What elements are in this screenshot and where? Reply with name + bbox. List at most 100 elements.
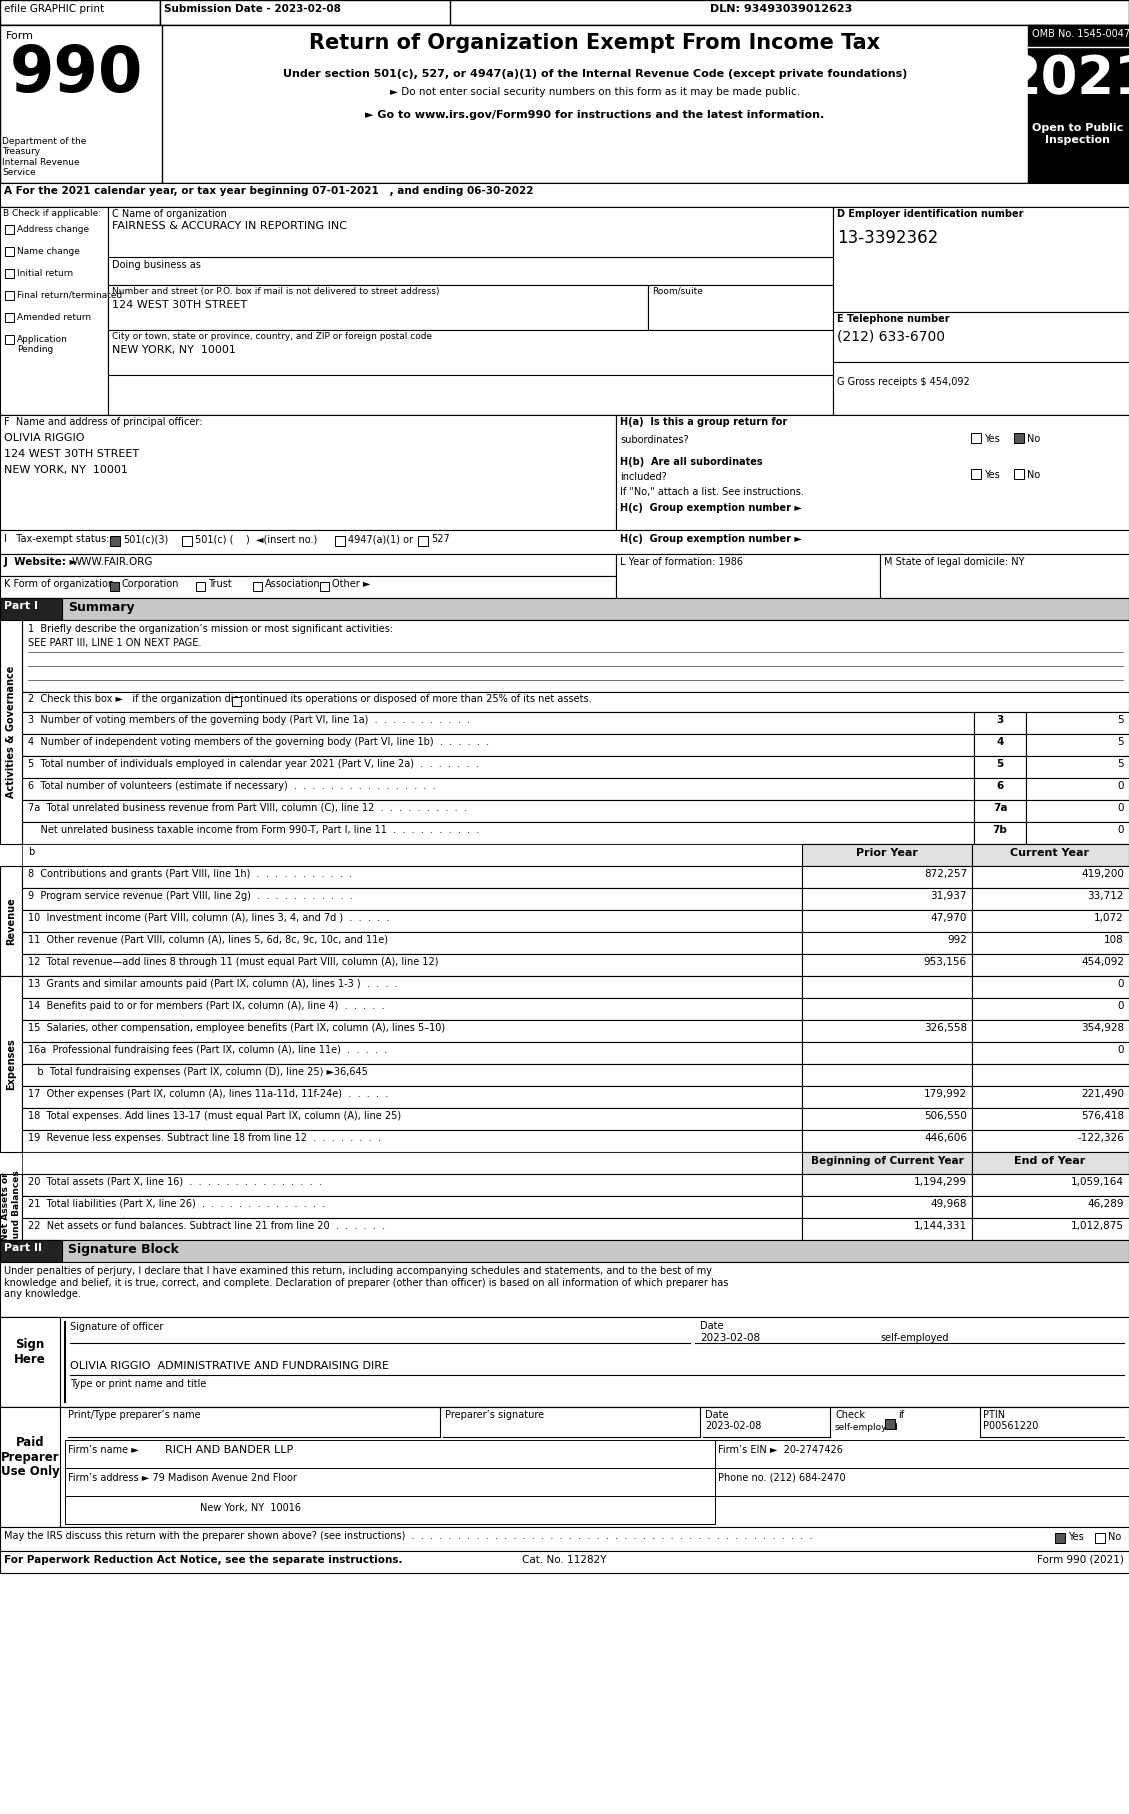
Text: OLIVIA RIGGIO: OLIVIA RIGGIO	[5, 434, 85, 443]
Text: L Year of formation: 1986: L Year of formation: 1986	[620, 557, 743, 568]
Text: Application
Pending: Application Pending	[17, 336, 68, 354]
Text: 446,606: 446,606	[924, 1134, 968, 1143]
Bar	[802, 954, 972, 976]
Text: 221,490: 221,490	[1080, 1088, 1124, 1099]
Bar	[0, 1408, 1129, 1527]
Text: 7b: 7b	[992, 825, 1007, 834]
Bar	[0, 620, 21, 844]
Bar	[0, 1408, 60, 1527]
Bar	[21, 954, 802, 976]
Text: Trust: Trust	[208, 579, 231, 590]
Text: OMB No. 1545-0047: OMB No. 1545-0047	[1032, 29, 1129, 38]
Text: 13  Grants and similar amounts paid (Part IX, column (A), lines 1-3 )  .  .  .  : 13 Grants and similar amounts paid (Part…	[28, 980, 397, 989]
Text: 1,059,164: 1,059,164	[1071, 1177, 1124, 1186]
Bar	[972, 865, 1129, 889]
Bar	[802, 1108, 972, 1130]
Bar	[972, 1087, 1129, 1108]
Text: 47,970: 47,970	[930, 912, 968, 923]
Bar	[0, 865, 21, 976]
Bar	[21, 1152, 802, 1174]
Text: K Form of organization:: K Form of organization:	[5, 579, 117, 590]
Bar	[418, 535, 428, 546]
Bar	[21, 998, 802, 1019]
Bar	[110, 582, 119, 591]
Bar	[320, 582, 329, 591]
Text: M State of legal domicile: NY: M State of legal domicile: NY	[884, 557, 1024, 568]
Text: Signature of officer: Signature of officer	[70, 1322, 164, 1331]
Text: 419,200: 419,200	[1082, 869, 1124, 880]
Bar	[5, 247, 14, 256]
Bar	[972, 911, 1129, 932]
Text: End of Year: End of Year	[1014, 1156, 1086, 1166]
Text: RICH AND BANDER LLP: RICH AND BANDER LLP	[165, 1446, 294, 1455]
Text: efile GRAPHIC print: efile GRAPHIC print	[5, 4, 104, 15]
Text: Open to Public
Inspection: Open to Public Inspection	[1032, 123, 1123, 145]
Bar	[1026, 735, 1129, 756]
Text: SEE PART III, LINE 1 ON NEXT PAGE.: SEE PART III, LINE 1 ON NEXT PAGE.	[28, 639, 201, 648]
Bar	[0, 599, 62, 620]
Text: 5: 5	[997, 758, 1004, 769]
Text: Firm’s address ► 79 Madison Avenue 2nd Floor: Firm’s address ► 79 Madison Avenue 2nd F…	[68, 1473, 297, 1484]
Text: New York, NY  10016: New York, NY 10016	[200, 1504, 301, 1513]
Text: 872,257: 872,257	[924, 869, 968, 880]
Bar	[802, 1019, 972, 1041]
Text: FAIRNESS & ACCURACY IN REPORTING INC: FAIRNESS & ACCURACY IN REPORTING INC	[112, 221, 347, 230]
Text: 501(c)(3): 501(c)(3)	[123, 533, 168, 544]
Bar	[802, 1152, 972, 1174]
Text: No: No	[1108, 1533, 1121, 1542]
Text: Form: Form	[6, 31, 34, 42]
Text: ► Go to www.irs.gov/Form990 for instructions and the latest information.: ► Go to www.irs.gov/Form990 for instruct…	[366, 111, 824, 120]
Text: 1  Briefly describe the organization’s mission or most significant activities:: 1 Briefly describe the organization’s mi…	[28, 624, 393, 635]
Bar	[1014, 434, 1024, 443]
Text: H(c)  Group exemption number ►: H(c) Group exemption number ►	[620, 533, 802, 544]
Text: Sign
Here: Sign Here	[15, 1339, 46, 1366]
Bar	[0, 553, 616, 577]
Bar	[21, 865, 802, 889]
Text: Yes: Yes	[984, 470, 1000, 481]
Bar	[0, 599, 1129, 620]
Text: Beginning of Current Year: Beginning of Current Year	[811, 1156, 963, 1166]
Text: Date: Date	[704, 1409, 728, 1420]
Bar	[160, 0, 450, 25]
Bar	[802, 911, 972, 932]
Text: G Gross receipts $ 454,092: G Gross receipts $ 454,092	[837, 377, 970, 386]
Text: Cat. No. 11282Y: Cat. No. 11282Y	[522, 1555, 606, 1565]
Text: 2023-02-08: 2023-02-08	[700, 1333, 760, 1342]
Text: OLIVIA RIGGIO  ADMINISTRATIVE AND FUNDRAISING DIRE: OLIVIA RIGGIO ADMINISTRATIVE AND FUNDRAI…	[70, 1360, 390, 1371]
Text: Doing business as: Doing business as	[112, 259, 201, 270]
Bar	[974, 778, 1026, 800]
Bar	[1026, 713, 1129, 735]
Text: H(c)  Group exemption number ►: H(c) Group exemption number ►	[620, 502, 802, 513]
Bar	[65, 1468, 715, 1497]
Text: (212) 633-6700: (212) 633-6700	[837, 328, 945, 343]
Bar	[65, 1440, 715, 1468]
Text: D Employer identification number: D Employer identification number	[837, 209, 1024, 219]
Bar	[972, 1019, 1129, 1041]
Bar	[0, 415, 616, 530]
Text: 0: 0	[1118, 980, 1124, 989]
Text: 953,156: 953,156	[924, 958, 968, 967]
Bar	[802, 865, 972, 889]
Bar	[972, 1217, 1129, 1241]
Text: Association: Association	[265, 579, 321, 590]
Bar	[21, 844, 974, 865]
Bar	[5, 314, 14, 323]
Text: Submission Date - 2023-02-08: Submission Date - 2023-02-08	[164, 4, 341, 15]
Bar	[972, 976, 1129, 998]
Bar	[974, 735, 1026, 756]
Text: 1,072: 1,072	[1094, 912, 1124, 923]
Text: 179,992: 179,992	[924, 1088, 968, 1099]
Text: 990: 990	[10, 44, 143, 105]
Bar	[5, 268, 14, 278]
Text: Form 990 (2021): Form 990 (2021)	[1038, 1555, 1124, 1565]
Text: Under section 501(c), 527, or 4947(a)(1) of the Internal Revenue Code (except pr: Under section 501(c), 527, or 4947(a)(1)…	[282, 69, 908, 80]
Text: Prior Year: Prior Year	[856, 847, 918, 858]
Bar	[0, 25, 1129, 183]
Bar	[974, 822, 1026, 844]
Bar	[0, 1263, 1129, 1317]
Bar	[21, 735, 974, 756]
Text: ► Do not enter social security numbers on this form as it may be made public.: ► Do not enter social security numbers o…	[390, 87, 800, 96]
Bar	[974, 713, 1026, 735]
Bar	[0, 577, 616, 599]
Text: Part I: Part I	[5, 600, 38, 611]
